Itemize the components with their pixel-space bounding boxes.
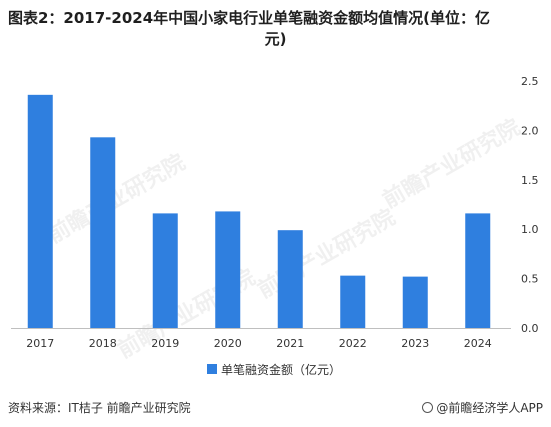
y-tick-labels: 0.0 0.5 1.0 1.5 2.0 2.5: [521, 75, 539, 335]
chart-title: 图表2：2017-2024年中国小家电行业单笔融资金额均值情况(单位：亿 元): [8, 8, 543, 50]
bar-2023: [402, 276, 428, 328]
legend-label: 单笔融资金额（亿元）: [221, 362, 342, 377]
bar-2021: [277, 230, 303, 328]
x-tick-label: 2023: [401, 337, 429, 350]
source-note: 资料来源：IT桔子 前瞻产业研究院: [8, 401, 191, 415]
x-tick-label: 2019: [151, 337, 179, 350]
y-tick-label: 1.5: [521, 174, 539, 187]
brand-logo-icon: [422, 402, 434, 413]
brand-label: @前瞻经济学人APP: [436, 401, 543, 415]
legend: 单笔融资金额（亿元）: [207, 361, 341, 377]
bar-2017: [27, 94, 53, 328]
chart-title-line1: 图表2：2017-2024年中国小家电行业单笔融资金额均值情况(单位：亿: [8, 9, 491, 27]
footer: 资料来源：IT桔子 前瞻产业研究院 @前瞻经济学人APP: [0, 395, 551, 419]
y-tick-label: 0.0: [521, 322, 539, 335]
x-tick-label: 2020: [214, 337, 242, 350]
bars-group: [27, 94, 491, 328]
bar-2022: [340, 275, 366, 328]
bar-2024: [465, 213, 491, 328]
y-tick-label: 2.0: [521, 124, 539, 137]
bar-2018: [90, 137, 116, 328]
x-tick-label: 2024: [464, 337, 492, 350]
x-tick-label: 2021: [276, 337, 304, 350]
y-tick-label: 1.0: [521, 223, 539, 236]
watermark-text: 前瞻产业研究院: [253, 204, 399, 304]
y-tick-label: 0.5: [521, 273, 539, 286]
x-tick-label: 2022: [339, 337, 367, 350]
y-tick-label: 2.5: [521, 75, 539, 88]
brand-credit: @前瞻经济学人APP: [422, 399, 543, 416]
x-tick-label: 2017: [26, 337, 54, 350]
legend-swatch: [207, 364, 217, 374]
bar-2020: [215, 211, 241, 328]
bar-2019: [152, 213, 178, 328]
x-tick-label: 2018: [89, 337, 117, 350]
x-tick-labels: 2017 2018 2019 2020 2021 2022 2023 2024: [26, 337, 492, 350]
watermark-text: 前瞻产业研究院: [378, 114, 524, 214]
chart-title-line2: 元): [264, 30, 287, 48]
